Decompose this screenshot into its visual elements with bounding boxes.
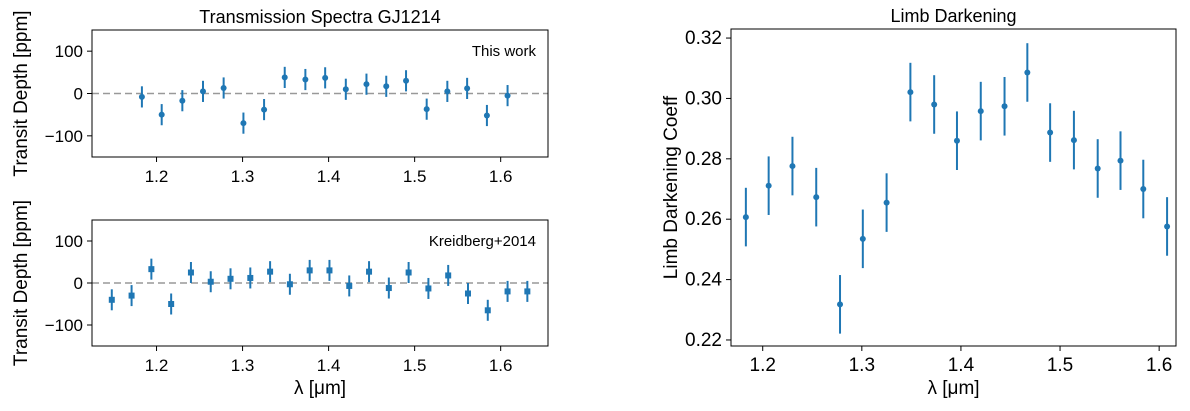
data-point bbox=[138, 93, 145, 100]
y-tick-label: 100 bbox=[55, 42, 83, 61]
data-point bbox=[128, 292, 135, 299]
data-point bbox=[883, 199, 890, 206]
y-tick-label: −100 bbox=[45, 127, 83, 146]
y-tick-label: 0.30 bbox=[685, 88, 722, 109]
data-point bbox=[504, 92, 511, 99]
legend-annotation: Kreidberg+2014 bbox=[429, 233, 536, 250]
data-point bbox=[1070, 137, 1077, 144]
y-tick-label: 0.22 bbox=[685, 330, 722, 351]
x-tick-label: 1.5 bbox=[1047, 355, 1073, 376]
x-tick-label: 1.5 bbox=[403, 167, 427, 186]
data-point bbox=[1164, 223, 1171, 230]
data-point bbox=[1140, 186, 1147, 193]
chart-title: Limb Darkening bbox=[890, 6, 1016, 26]
data-point bbox=[1117, 157, 1124, 164]
data-point bbox=[765, 182, 772, 189]
data-point bbox=[953, 137, 960, 144]
data-point bbox=[859, 235, 866, 242]
data-point bbox=[907, 89, 914, 96]
data-point bbox=[220, 84, 227, 91]
data-point bbox=[403, 77, 410, 84]
data-point bbox=[168, 301, 175, 307]
data-point bbox=[444, 88, 451, 95]
axes-frame bbox=[730, 28, 1177, 347]
data-point bbox=[464, 290, 471, 297]
data-point bbox=[445, 272, 452, 279]
data-point bbox=[1024, 69, 1031, 76]
data-point bbox=[1094, 165, 1101, 172]
data-point bbox=[322, 74, 329, 81]
data-point bbox=[363, 81, 370, 88]
legend-annotation: This work bbox=[472, 43, 537, 60]
y-tick-label: 0 bbox=[74, 85, 83, 104]
data-point bbox=[977, 108, 984, 115]
y-axis-label: Limb Darkening Coeff bbox=[661, 95, 682, 279]
x-tick-label: 1.2 bbox=[145, 356, 169, 375]
data-point bbox=[423, 106, 430, 113]
data-point bbox=[1047, 129, 1054, 136]
data-point bbox=[306, 267, 313, 274]
x-tick-label: 1.4 bbox=[948, 355, 975, 376]
data-point bbox=[247, 274, 254, 281]
chart-title: Transmission Spectra GJ1214 bbox=[199, 7, 440, 27]
x-tick-label: 1.3 bbox=[849, 355, 875, 376]
data-point bbox=[504, 288, 511, 295]
data-point bbox=[342, 86, 349, 93]
data-point bbox=[326, 267, 333, 274]
x-tick-label: 1.3 bbox=[231, 356, 255, 375]
x-tick-label: 1.4 bbox=[317, 356, 341, 375]
data-point bbox=[286, 281, 293, 288]
data-point bbox=[227, 275, 234, 282]
y-axis-label: Transit Depth [ppm] bbox=[11, 10, 32, 176]
x-tick-label: 1.4 bbox=[317, 167, 341, 186]
data-point bbox=[483, 112, 490, 119]
data-point bbox=[742, 214, 749, 221]
data-point bbox=[346, 282, 353, 289]
y-tick-label: 0.32 bbox=[685, 28, 722, 49]
x-tick-label: 1.3 bbox=[231, 167, 255, 186]
data-point bbox=[405, 269, 412, 276]
data-point bbox=[385, 285, 392, 292]
data-point bbox=[281, 74, 288, 81]
y-tick-label: 100 bbox=[55, 232, 83, 251]
data-point bbox=[240, 120, 247, 127]
data-point bbox=[261, 106, 268, 113]
y-axis-label: Transit Depth [ppm] bbox=[11, 200, 32, 366]
data-point bbox=[158, 111, 165, 118]
data-point bbox=[179, 97, 186, 104]
data-point bbox=[789, 163, 796, 170]
data-point bbox=[464, 85, 471, 92]
data-point bbox=[207, 278, 214, 285]
data-point bbox=[302, 76, 309, 83]
data-point bbox=[187, 269, 194, 276]
data-point bbox=[366, 268, 373, 275]
y-tick-label: 0.24 bbox=[685, 270, 722, 291]
data-point bbox=[813, 194, 820, 201]
y-tick-label: 0.28 bbox=[685, 149, 722, 170]
x-tick-label: 1.2 bbox=[145, 167, 169, 186]
data-point bbox=[484, 307, 491, 314]
x-tick-label: 1.2 bbox=[750, 355, 776, 376]
data-point bbox=[425, 285, 432, 292]
data-point bbox=[199, 88, 206, 95]
x-axis-label: λ [μm] bbox=[294, 378, 346, 399]
data-point bbox=[931, 101, 938, 108]
x-tick-label: 1.6 bbox=[489, 356, 513, 375]
x-tick-label: 1.6 bbox=[1146, 355, 1172, 376]
data-point bbox=[524, 288, 531, 295]
x-tick-label: 1.5 bbox=[403, 356, 427, 375]
data-point bbox=[837, 301, 844, 308]
data-point bbox=[383, 83, 390, 90]
data-point bbox=[148, 266, 155, 273]
y-tick-label: −100 bbox=[45, 316, 83, 335]
x-tick-label: 1.6 bbox=[489, 167, 513, 186]
data-point bbox=[267, 268, 274, 275]
data-point bbox=[108, 296, 115, 303]
data-point bbox=[1001, 103, 1008, 110]
y-tick-label: 0 bbox=[74, 274, 83, 293]
y-tick-label: 0.26 bbox=[685, 209, 722, 230]
x-axis-label: λ [μm] bbox=[927, 378, 979, 399]
